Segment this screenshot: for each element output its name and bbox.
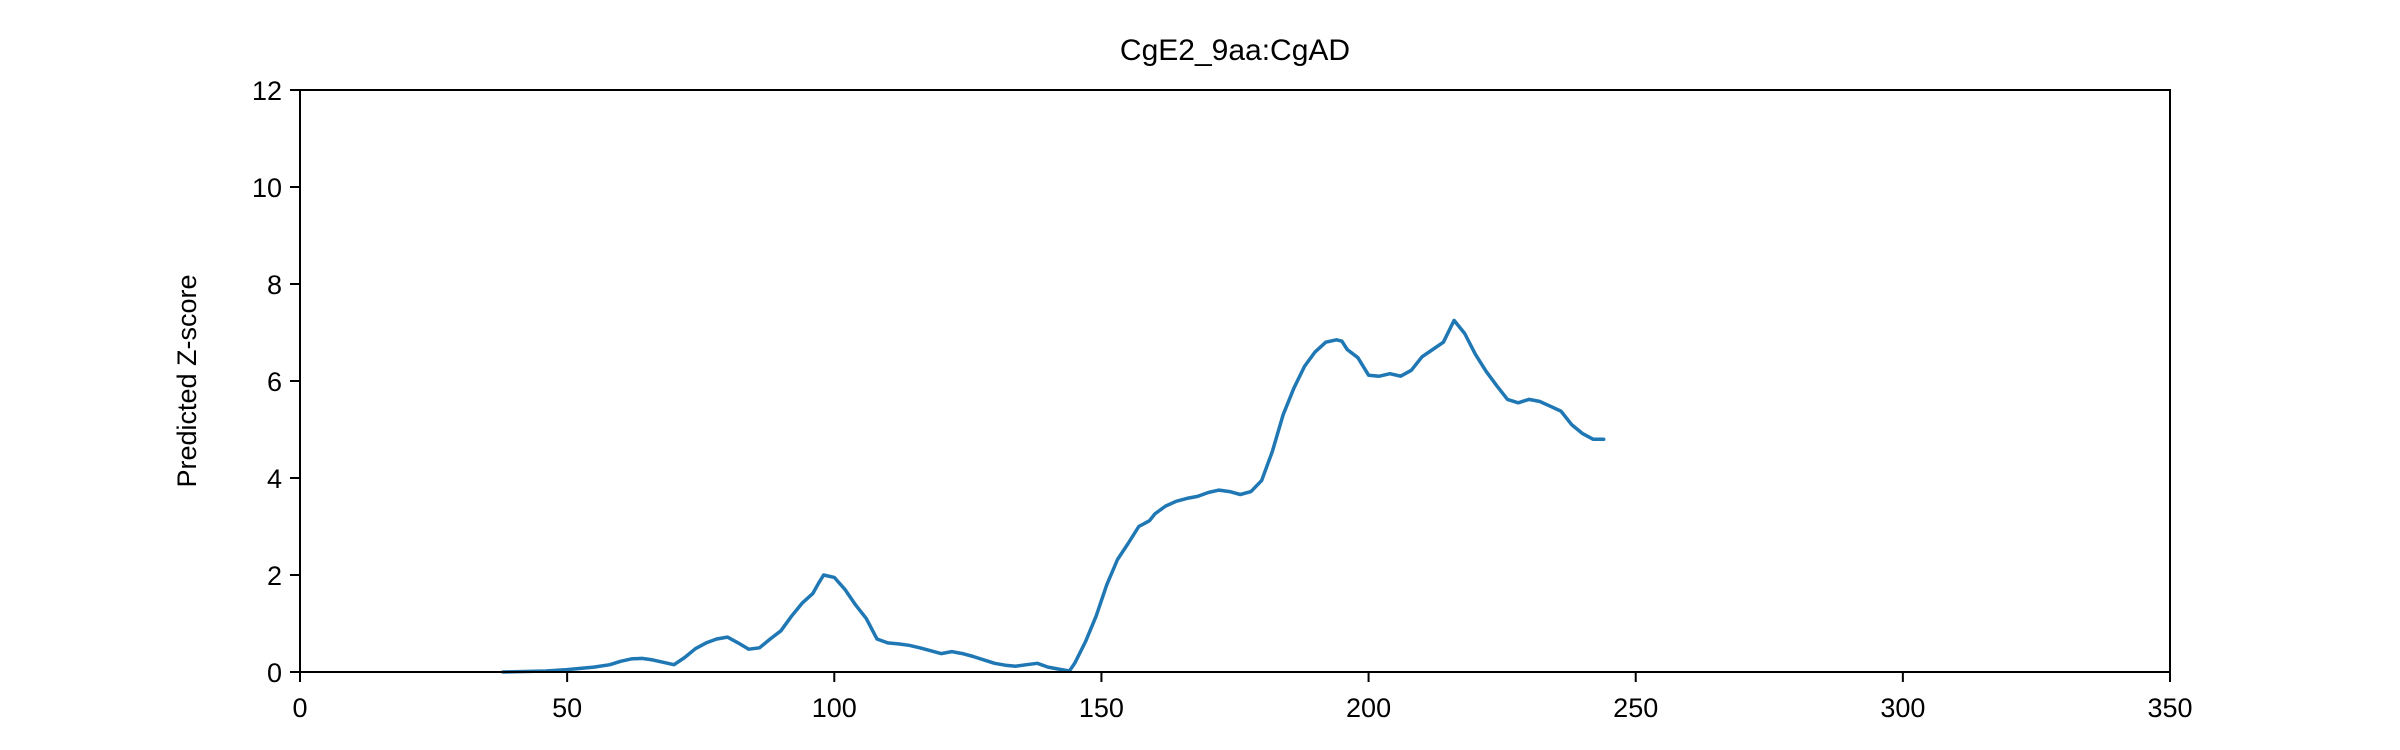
y-axis-ticks: 0 2 4 6 8 10 12 [252, 76, 300, 688]
y-tick-label: 0 [267, 658, 282, 688]
x-tick-label: 200 [1346, 693, 1391, 723]
x-tick-label: 0 [292, 693, 307, 723]
x-tick-label: 100 [812, 693, 857, 723]
y-tick-label: 12 [252, 76, 282, 106]
y-tick-label: 4 [267, 464, 282, 494]
x-tick-label: 300 [1880, 693, 1925, 723]
y-tick-label: 2 [267, 561, 282, 591]
y-tick-label: 6 [267, 367, 282, 397]
y-tick-label: 10 [252, 173, 282, 203]
x-tick-label: 50 [552, 693, 582, 723]
y-axis-label: Predicted Z-score [172, 274, 202, 487]
x-tick-label: 150 [1079, 693, 1124, 723]
plot-area-frame [299, 89, 2171, 673]
x-axis-ticks: 0 50 100 150 200 250 300 350 [292, 672, 2193, 723]
x-tick-label: 250 [1613, 693, 1658, 723]
chart-title: CgE2_9aa:CgAD [1120, 34, 1350, 67]
series-line [501, 318, 1606, 674]
y-tick-label: 8 [267, 270, 282, 300]
x-tick-label: 350 [2147, 693, 2192, 723]
